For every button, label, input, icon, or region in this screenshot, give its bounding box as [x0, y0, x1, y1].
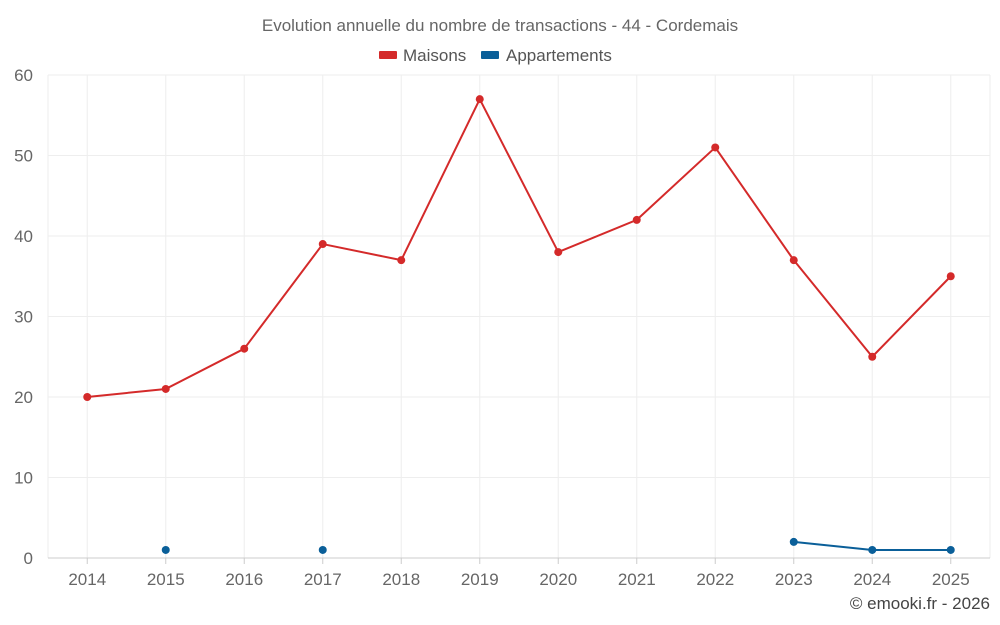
x-tick-label: 2022 [696, 570, 734, 589]
data-point-maisons[interactable] [554, 248, 563, 257]
legend-swatch-maisons[interactable] [379, 51, 397, 59]
data-point-maisons[interactable] [161, 384, 170, 393]
y-tick-label: 20 [14, 388, 33, 407]
data-point-maisons[interactable] [240, 344, 249, 353]
data-point-appartements[interactable] [868, 545, 877, 554]
series [83, 95, 955, 554]
data-point-maisons[interactable] [632, 215, 641, 224]
data-point-appartements[interactable] [161, 545, 170, 554]
legend-swatch-appartements[interactable] [481, 51, 499, 59]
series-line-maisons [87, 98, 952, 398]
credit-text: © emooki.fr - 2026 [850, 594, 990, 613]
data-point-maisons[interactable] [83, 393, 92, 401]
x-tick-label: 2015 [147, 570, 185, 589]
y-tick-label: 40 [14, 227, 33, 246]
x-tick-label: 2023 [775, 570, 813, 589]
legend: Maisons Appartements [379, 46, 612, 65]
x-tick-label: 2017 [304, 570, 342, 589]
x-tick-label: 2014 [68, 570, 106, 589]
axes: 0 10 20 30 40 50 60 2014 2015 2016 2017 2018 2019 202… [14, 66, 990, 589]
data-point-appartements[interactable] [789, 537, 798, 546]
x-tick-label: 2020 [539, 570, 577, 589]
data-point-maisons[interactable] [868, 352, 877, 361]
y-tick-label: 0 [24, 549, 33, 568]
x-tick-label: 2016 [225, 570, 263, 589]
x-tick-label: 2025 [932, 570, 970, 589]
grid [47, 74, 991, 558]
y-tick-label: 30 [14, 308, 33, 327]
x-tick-label: 2019 [461, 570, 499, 589]
x-tick-label: 2021 [618, 570, 656, 589]
y-tick-label: 60 [14, 66, 33, 85]
x-tick-label: 2018 [382, 570, 420, 589]
data-point-appartements[interactable] [318, 545, 327, 554]
legend-label-maisons[interactable]: Maisons [403, 46, 466, 65]
data-point-maisons[interactable] [397, 256, 406, 265]
data-point-maisons[interactable] [475, 95, 484, 104]
legend-label-appartements[interactable]: Appartements [506, 46, 612, 65]
data-point-maisons[interactable] [946, 272, 955, 281]
data-point-maisons[interactable] [789, 256, 798, 265]
y-tick-label: 10 [14, 469, 33, 488]
y-tick-label: 50 [14, 147, 33, 166]
data-point-maisons[interactable] [711, 143, 720, 152]
data-point-maisons[interactable] [318, 240, 327, 249]
chart-title: Evolution annuelle du nombre de transact… [262, 16, 738, 35]
x-tick-label: 2024 [853, 570, 891, 589]
data-point-appartements[interactable] [946, 545, 955, 554]
